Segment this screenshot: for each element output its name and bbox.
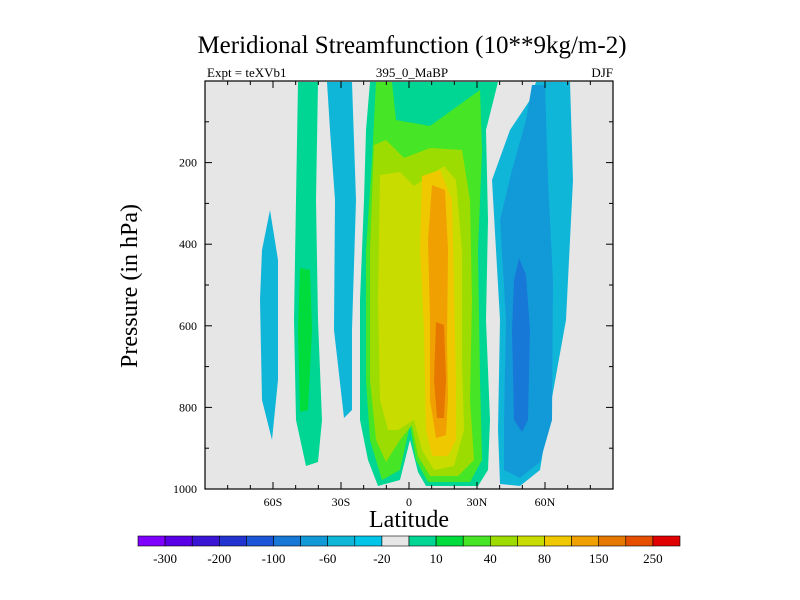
colorbar-label: 10 [430,551,443,566]
colorbar-swatch [489,535,518,547]
colorbar-label: -300 [153,551,177,566]
experiment-label: Expt = teXVb1 [207,65,287,80]
colorbar: -300 -200 -100 -60 -20 10 40 80 150 250 [137,535,681,566]
y-axis-ticks: 200 400 600 800 1000 [173,121,613,496]
colorbar-label: -100 [262,551,286,566]
colorbar-swatch [219,535,247,547]
colorbar-label: -200 [207,551,231,566]
colorbar-label: -20 [373,551,390,566]
colorbar-swatch [571,535,599,547]
colorbar-swatch [354,535,383,547]
colorbar-swatch [246,535,274,547]
sh-mid-cell-contour [327,82,356,418]
colorbar-swatch [327,535,356,547]
colorbar-swatch [544,535,572,547]
x-tick-label: 60N [535,495,556,509]
colorbar-swatch [408,535,437,547]
x-tick-label: 0 [406,495,412,509]
colorbar-swatch [652,535,681,547]
period-label: 395_0_MaBP [376,65,448,80]
nh-ferrel-core-contour [512,258,530,432]
colorbar-swatch [381,535,410,547]
x-axis-ticks: 60S 30S 0 30N 60N [227,81,591,509]
plot-area: 60S 30S 0 30N 60N 200 400 600 800 1000 [173,80,614,509]
sh-south-cell-contour [260,210,278,440]
chart-title: Meridional Streamfunction (10**9kg/m-2) [197,32,626,59]
colorbar-swatch [191,535,220,547]
colorbar-swatch [137,535,166,547]
y-axis-label: Pressure (in hPa) [117,204,143,368]
sh-positive-band-inner [298,268,312,412]
colorbar-label: 40 [484,551,497,566]
colorbar-swatch [598,535,627,547]
colorbar-swatch [517,535,545,547]
colorbar-label: 150 [589,551,609,566]
x-tick-label: 30S [332,495,351,509]
colorbar-swatch [164,535,193,547]
tropical-peak-contour [434,322,446,418]
y-tick-label: 200 [179,156,197,170]
y-tick-label: 800 [179,400,197,414]
colorbar-swatch [273,535,301,547]
colorbar-label: -60 [319,551,336,566]
x-tick-label: 60S [264,495,283,509]
y-tick-label: 1000 [173,482,197,496]
x-tick-label: 30N [467,495,488,509]
colorbar-label: 250 [643,551,663,566]
y-tick-label: 600 [179,319,197,333]
colorbar-swatch [625,535,654,547]
colorbar-swatch [435,535,464,547]
colorbar-label: 80 [538,551,551,566]
colorbar-swatch [300,535,329,547]
colorbar-swatch [462,535,491,547]
x-axis-label: Latitude [369,507,449,533]
y-tick-label: 400 [179,237,197,251]
season-label: DJF [591,65,613,80]
